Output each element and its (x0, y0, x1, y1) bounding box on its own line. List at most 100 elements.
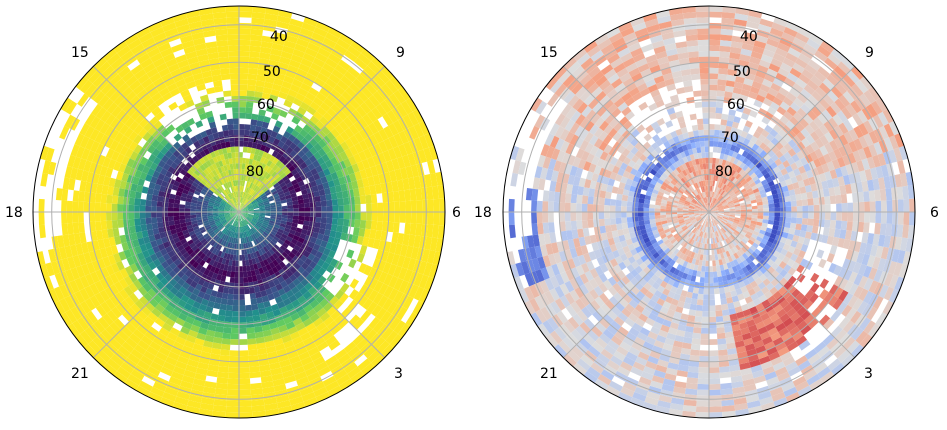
left-heatmap-cell (243, 147, 248, 153)
left-heatmap-cell (40, 173, 48, 187)
right-heatmap-cell (717, 91, 725, 97)
left-heatmap-cell (344, 205, 350, 212)
left-heatmap-cell (214, 400, 227, 407)
right-heatmap-cell (709, 102, 716, 108)
right-heatmap-cell (709, 289, 714, 295)
left-heatmap-cell (372, 212, 378, 221)
right-heatmap-cell (758, 212, 764, 216)
right-heatmap-cell (700, 141, 705, 147)
right-heatmap-cell (709, 317, 716, 323)
right-heatmap-cell (835, 220, 841, 229)
left-heatmap-cell (251, 388, 263, 395)
left-heatmap-cell (174, 212, 180, 216)
left-heatmap-cell (195, 120, 203, 128)
left-heatmap-cell (246, 316, 254, 322)
left-heatmap-cell (321, 201, 327, 207)
left-heatmap-cell (229, 51, 240, 57)
left-heatmap-cell (230, 147, 235, 153)
left-heatmap-cell (228, 378, 239, 384)
left-heatmap-cell (239, 283, 244, 289)
left-heatmap-cell (428, 212, 434, 225)
left-heatmap-cell (433, 212, 439, 225)
left-heatmap-cell (250, 46, 261, 53)
right-heatmap-cell (721, 298, 728, 305)
left-heatmap-cell (67, 223, 74, 235)
right-heatmap-cell (847, 203, 853, 212)
left-heatmap-cell (235, 266, 239, 272)
left-heatmap-cell (106, 195, 112, 204)
right-heatmap-cell (718, 74, 727, 81)
right-heatmap-cell (796, 218, 802, 224)
right-heatmap-cell (780, 202, 786, 207)
right-heatmap-cell (718, 349, 728, 356)
left-heatmap-cell (231, 96, 239, 102)
left-heatmap-cell (235, 272, 239, 278)
left-heatmap-cell (222, 333, 231, 339)
left-heatmap-cell (225, 102, 233, 108)
right-heatmap-cell (713, 141, 718, 147)
left-heatmap-cell (299, 208, 305, 212)
left-heatmap-cell (433, 199, 439, 212)
left-heatmap-cell (140, 212, 146, 219)
left-heatmap-cell (332, 218, 338, 225)
right-heatmap-cell (808, 212, 814, 219)
left-heatmap-cell (366, 203, 372, 212)
right-heatmap-cell (716, 322, 724, 328)
left-heatmap-cell (234, 277, 239, 283)
right-heatmap-cell (699, 57, 709, 63)
left-heatmap-cell (228, 124, 234, 130)
right-heatmap-cell (709, 266, 713, 272)
right-heatmap-cell (752, 206, 758, 210)
left-heatmap-cell (61, 212, 67, 224)
left-heatmap-cell (247, 338, 256, 344)
left-heatmap-cell (304, 216, 310, 221)
left-heatmap-cell (314, 222, 320, 228)
left-heatmap-cell (226, 17, 239, 23)
right-heatmap-cell (723, 315, 731, 322)
left-heatmap-cell (78, 212, 84, 223)
left-heatmap-cell (251, 29, 263, 36)
left-heatmap-cell (389, 202, 395, 212)
right-heatmap-cell (864, 212, 870, 223)
right-heatmap-cell (718, 344, 727, 351)
right-heatmap-cell (892, 200, 898, 212)
left-heatmap-cell (230, 73, 239, 79)
left-heatmap-cell (400, 212, 406, 223)
right-heatmap-cell (693, 91, 701, 97)
right-heatmap-cell (709, 158, 713, 164)
left-heatmap-cell (239, 406, 252, 412)
left-heatmap-cell (239, 124, 245, 130)
right-heatmap-cell (885, 224, 892, 236)
right-heatmap-cell (721, 304, 728, 311)
right-heatmap-cell (763, 204, 769, 208)
left-heatmap-cell (229, 356, 239, 362)
left-heatmap-cell (223, 130, 229, 136)
right-heatmap-cell (791, 206, 797, 212)
left-heatmap-cell (415, 224, 422, 236)
left-heatmap-cell (332, 206, 338, 213)
left-heatmap-cell (168, 203, 174, 208)
right-heatmap-cell (909, 212, 915, 226)
left-heatmap-cell (112, 212, 118, 220)
right-heatmap-cell (709, 130, 714, 136)
left-heatmap-cell (217, 46, 228, 53)
left-heatmap-cell (360, 195, 366, 204)
right-heatmap-cell (709, 322, 717, 328)
right-heatmap-cell (769, 212, 775, 216)
right-heatmap-cell (768, 220, 774, 225)
left-heatmap-cell (298, 220, 304, 225)
right-heatmap-cell (801, 224, 808, 231)
right-heatmap-cell (701, 90, 709, 96)
right-heatmap-cell (763, 216, 769, 220)
right-heatmap-cell (768, 216, 774, 221)
left-heatmap-cell (235, 261, 239, 267)
right-heatmap-cell (835, 195, 841, 204)
left-heatmap-cell (239, 373, 250, 379)
right-heatmap-cell (709, 135, 714, 141)
left-heatmap-cell (344, 212, 350, 219)
left-heatmap-cell (141, 224, 148, 231)
left-heatmap-cell (228, 373, 239, 379)
left-heatmap-cell (239, 102, 246, 108)
left-heatmap-cell (146, 194, 153, 201)
left-heatmap-cell (439, 212, 445, 226)
